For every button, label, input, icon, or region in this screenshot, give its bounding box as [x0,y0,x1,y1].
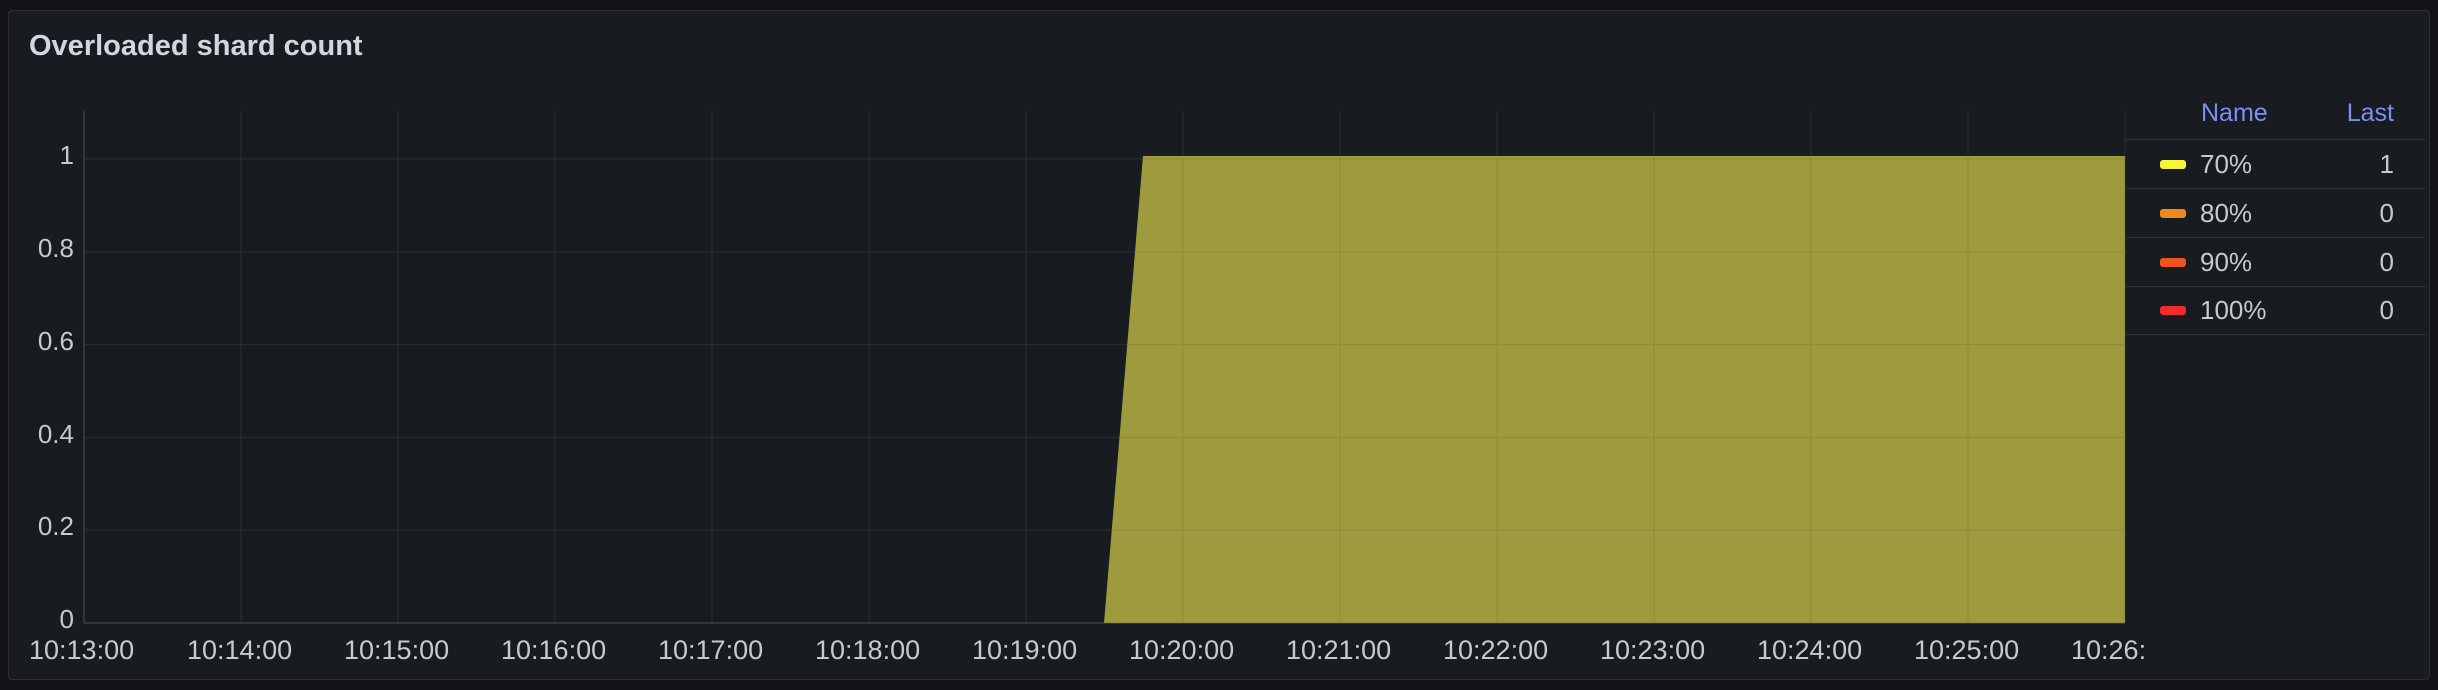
svg-text:10:19:00: 10:19:00 [972,635,1077,665]
svg-text:0: 0 [60,604,74,634]
svg-text:0.2: 0.2 [38,511,74,541]
svg-text:10:22:00: 10:22:00 [1443,635,1548,665]
svg-text:10:18:00: 10:18:00 [815,635,920,665]
svg-text:10:16:00: 10:16:00 [501,635,606,665]
svg-text:10:17:00: 10:17:00 [658,635,763,665]
svg-text:10:23:00: 10:23:00 [1600,635,1705,665]
svg-text:10:14:00: 10:14:00 [187,635,292,665]
svg-text:10:21:00: 10:21:00 [1286,635,1391,665]
svg-text:0.8: 0.8 [38,233,74,263]
svg-text:10:20:00: 10:20:00 [1129,635,1234,665]
svg-text:0.6: 0.6 [38,326,74,356]
svg-text:10:24:00: 10:24:00 [1757,635,1862,665]
svg-text:10:15:00: 10:15:00 [344,635,449,665]
svg-text:10:13:00: 10:13:00 [29,635,134,665]
svg-text:10:25:00: 10:25:00 [1914,635,2019,665]
svg-text:1: 1 [60,140,74,170]
svg-text:0.4: 0.4 [38,419,74,449]
svg-text:10:26:: 10:26: [2071,635,2146,665]
